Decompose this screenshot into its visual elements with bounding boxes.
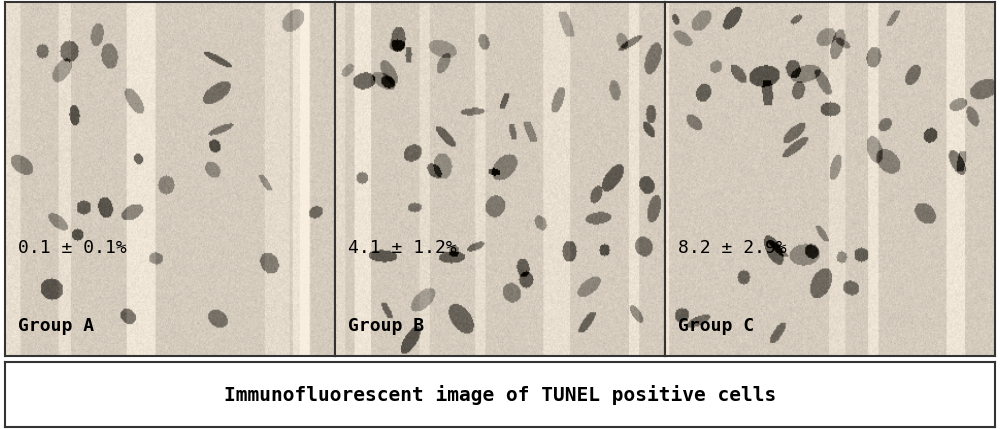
Text: Group A: Group A (18, 317, 94, 335)
Text: Group C: Group C (678, 317, 754, 335)
Text: Group B: Group B (348, 317, 424, 335)
Text: Immunofluorescent image of TUNEL positive cells: Immunofluorescent image of TUNEL positiv… (224, 385, 776, 405)
Text: 8.2 ± 2.9%: 8.2 ± 2.9% (678, 239, 787, 257)
Text: 0.1 ± 0.1%: 0.1 ± 0.1% (18, 239, 127, 257)
Text: 4.1 ± 1.2%: 4.1 ± 1.2% (348, 239, 457, 257)
